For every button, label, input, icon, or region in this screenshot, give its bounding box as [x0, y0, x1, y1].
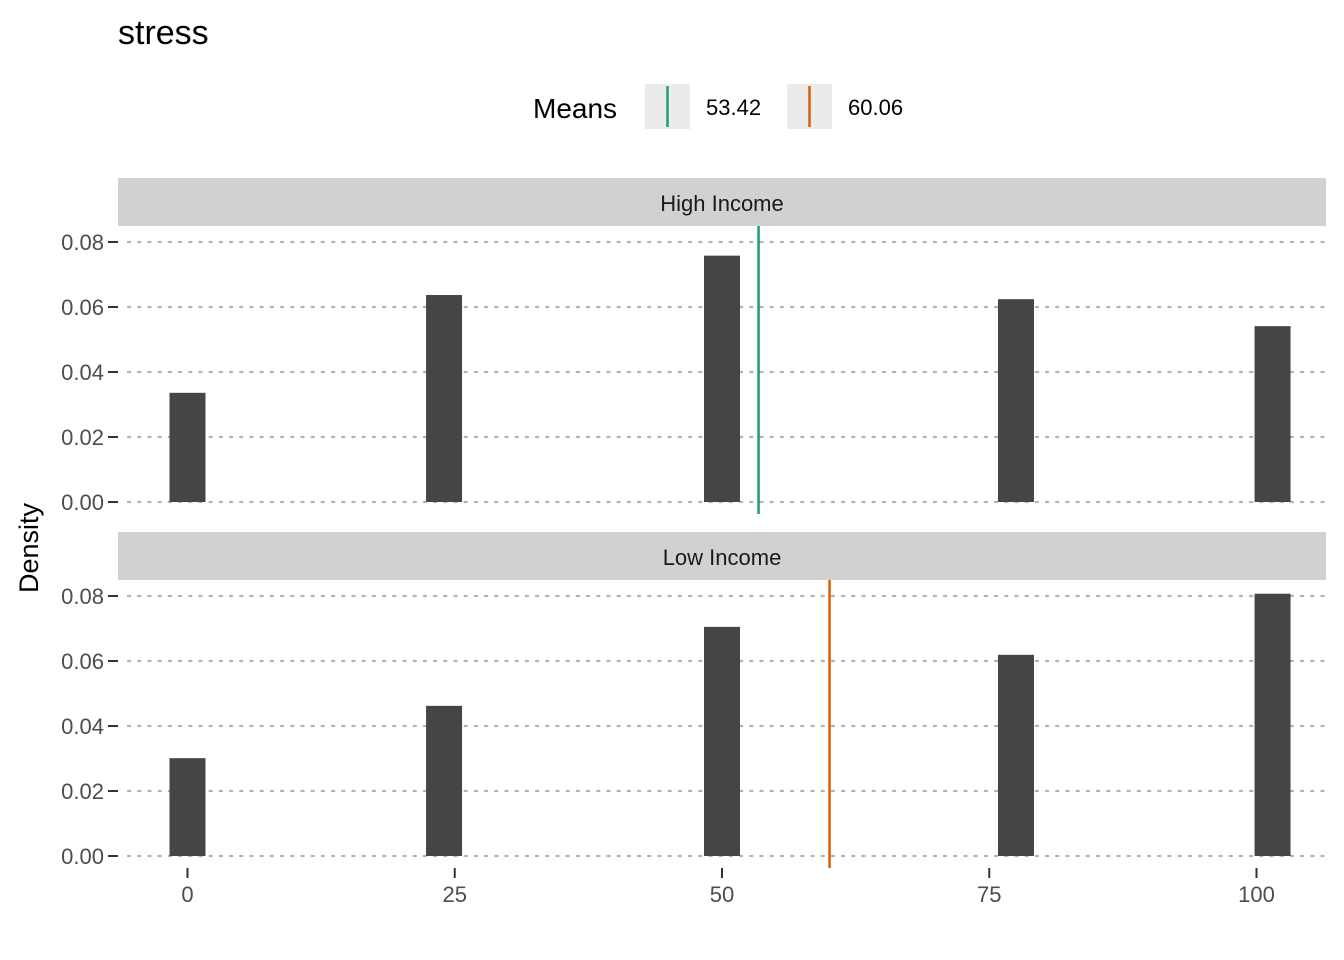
y-tick-label: 0.08 — [61, 584, 104, 609]
y-tick-label: 0.00 — [61, 844, 104, 869]
bar — [1254, 326, 1291, 502]
y-tick-label: 0.04 — [61, 360, 104, 385]
facet-panel: High Income 0.00 0.02 0.04 0.06 0.08 — [61, 178, 1328, 515]
bar — [997, 654, 1034, 856]
facet-strip — [118, 532, 1326, 580]
y-tick-label: 0.02 — [61, 425, 104, 450]
x-tick-label: 75 — [977, 882, 1001, 907]
bar — [169, 758, 206, 856]
facet-panel: Low Income 0.00 0.02 0.04 0.06 0.08 — [61, 532, 1328, 869]
bar — [997, 299, 1034, 502]
x-tick-label: 50 — [710, 882, 734, 907]
x-axis: 0 25 50 75 100 — [181, 868, 1275, 907]
chart-title: stress — [118, 14, 209, 52]
legend-label: 60.06 — [848, 95, 903, 120]
facet-strip-label: Low Income — [663, 545, 782, 570]
bar — [169, 392, 206, 502]
y-tick-label: 0.06 — [61, 295, 104, 320]
bar — [1254, 593, 1291, 856]
facet-strip — [118, 178, 1326, 226]
legend-title: Means — [533, 93, 617, 124]
y-tick-label: 0.04 — [61, 714, 104, 739]
x-tick-label: 25 — [443, 882, 467, 907]
y-tick-label: 0.00 — [61, 490, 104, 515]
bar — [426, 294, 463, 502]
legend: Means 53.42 60.06 — [533, 84, 903, 129]
y-tick-label: 0.08 — [61, 230, 104, 255]
x-tick-label: 0 — [181, 882, 193, 907]
bar — [704, 255, 740, 502]
y-tick-label: 0.02 — [61, 779, 104, 804]
y-tick-label: 0.06 — [61, 649, 104, 674]
x-tick-label: 100 — [1238, 882, 1275, 907]
legend-label: 53.42 — [706, 95, 761, 120]
legend-entry: 53.42 — [645, 84, 761, 129]
legend-entry: 60.06 — [787, 84, 903, 129]
facet-strip-label: High Income — [660, 191, 784, 216]
y-axis-title: Density — [14, 502, 44, 593]
bar — [426, 705, 463, 856]
bar — [704, 626, 740, 856]
